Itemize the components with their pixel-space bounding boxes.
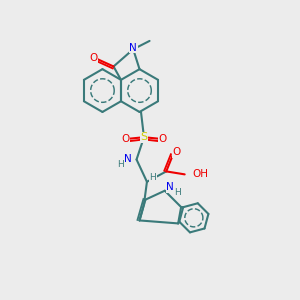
Text: N: N xyxy=(124,154,132,164)
Text: OH: OH xyxy=(192,169,208,179)
Text: O: O xyxy=(159,134,167,144)
Text: N: N xyxy=(166,182,174,192)
Text: O: O xyxy=(89,52,98,63)
Text: N: N xyxy=(129,43,137,53)
Text: O: O xyxy=(172,147,181,157)
Text: H: H xyxy=(174,188,181,197)
Text: S: S xyxy=(140,132,148,142)
Text: H: H xyxy=(117,160,124,169)
Text: O: O xyxy=(121,134,129,144)
Text: H: H xyxy=(149,173,156,182)
